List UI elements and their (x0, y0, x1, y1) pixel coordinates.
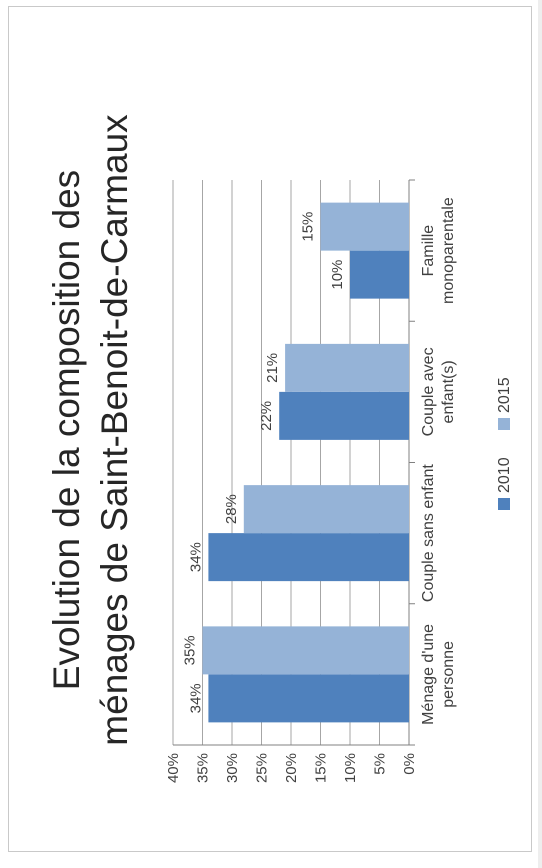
category-label: Couple sans enfant (420, 464, 437, 602)
y-tick-label: 5% (372, 753, 389, 775)
bar-2015 (243, 485, 409, 534)
data-label: 21% (264, 353, 281, 383)
legend-swatch-2015 (498, 418, 510, 430)
bar-2015 (320, 202, 409, 251)
data-label: 34% (187, 542, 204, 572)
data-label: 28% (223, 494, 240, 524)
category-label: enfant(s) (440, 360, 457, 423)
data-label: 15% (300, 212, 317, 242)
category-label: Ménage d'une (420, 624, 437, 725)
y-tick-label: 30% (224, 753, 241, 783)
y-tick-label: 35% (195, 753, 212, 783)
window-edge (538, 0, 542, 868)
category-label: monoparentale (440, 197, 457, 304)
y-tick-label: 40% (165, 753, 182, 783)
bar-chart: 0% 5% 10% 15% 20% 25% 30% 35% 40% 34% 35% Ménage d'… (165, 179, 513, 783)
y-tick-label: 20% (283, 753, 300, 783)
legend-label: 2015 (496, 377, 513, 413)
bar-2010 (208, 533, 409, 582)
data-label: 34% (187, 683, 204, 713)
bar-2015 (202, 626, 409, 675)
category-label: personne (440, 641, 457, 708)
y-tick-label: 0% (401, 753, 418, 775)
bar-2010 (279, 391, 410, 440)
data-label: 35% (182, 635, 199, 665)
chart-rotated-area: Evolution de la composition des ménages … (23, 15, 542, 845)
data-label: 10% (329, 260, 346, 290)
legend-label: 2010 (496, 457, 513, 493)
bar-2015 (285, 343, 410, 392)
chart-frame: Evolution de la composition des ménages … (8, 6, 532, 852)
legend-swatch-2010 (498, 498, 510, 510)
y-tick-label: 15% (313, 753, 330, 783)
y-tick-label: 10% (342, 753, 359, 783)
category-label: Couple avec (420, 347, 437, 436)
data-label: 22% (258, 401, 275, 431)
bar-2010 (350, 250, 409, 299)
category-label: Famille (420, 225, 437, 277)
bar-2010 (208, 674, 409, 723)
y-tick-label: 25% (254, 753, 271, 783)
